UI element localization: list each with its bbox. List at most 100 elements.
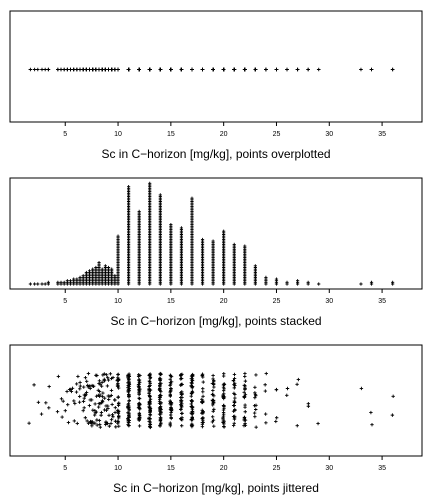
data-point <box>78 380 82 385</box>
data-point <box>99 384 104 388</box>
data-point <box>221 410 226 415</box>
data-point <box>211 392 215 397</box>
x-axis: 5 10 15 20 25 30 35 <box>63 289 386 305</box>
data-point <box>32 383 36 387</box>
data-point <box>136 406 141 410</box>
data-point <box>59 67 63 72</box>
data-point <box>137 392 141 396</box>
data-point <box>148 383 152 388</box>
data-point <box>180 405 184 409</box>
x-axis: 5 10 15 20 25 30 35 <box>63 456 386 472</box>
data-point <box>200 411 204 416</box>
data-point <box>75 277 79 281</box>
x-tick-label: 5 <box>63 131 67 138</box>
data-point <box>180 411 184 415</box>
data-point <box>88 384 92 388</box>
data-point <box>97 418 102 423</box>
data-point <box>169 67 173 72</box>
data-point <box>179 226 184 230</box>
data-point <box>116 234 120 238</box>
points-layer <box>28 181 395 286</box>
panel-stacked: 5 10 15 20 25 30 35 Sc in C−horizon [mg/kg], p… <box>9 177 423 328</box>
data-point <box>27 421 31 425</box>
data-point <box>157 401 162 405</box>
data-point <box>168 373 173 377</box>
data-point <box>35 67 40 72</box>
data-point <box>148 376 152 380</box>
data-point <box>68 67 73 72</box>
data-point <box>201 380 205 384</box>
data-point <box>243 393 248 397</box>
data-point <box>127 404 131 408</box>
data-point <box>243 387 247 392</box>
data-point <box>221 374 226 378</box>
data-point <box>306 404 311 408</box>
data-point <box>359 67 363 72</box>
data-point <box>127 394 131 399</box>
data-point <box>212 378 216 383</box>
data-point <box>100 394 105 399</box>
data-point <box>253 67 258 72</box>
data-point <box>147 405 152 410</box>
data-point <box>178 383 183 387</box>
data-point <box>201 418 205 422</box>
data-point <box>97 401 101 406</box>
data-point <box>109 67 114 72</box>
data-point <box>147 401 152 405</box>
data-point <box>306 67 310 72</box>
data-point <box>253 396 257 400</box>
data-point <box>179 399 184 403</box>
data-point <box>189 391 194 395</box>
data-point <box>221 414 226 418</box>
data-point <box>137 382 141 386</box>
data-point <box>285 280 289 284</box>
data-point <box>137 397 142 401</box>
data-point <box>232 372 237 377</box>
data-point <box>111 415 115 419</box>
data-point <box>107 413 111 418</box>
data-point <box>117 401 121 405</box>
data-point <box>90 424 94 428</box>
data-point <box>97 67 101 72</box>
data-point <box>72 419 76 423</box>
data-point <box>274 419 278 424</box>
x-tick-label: 15 <box>167 131 175 138</box>
data-point <box>148 410 152 415</box>
data-point <box>105 384 110 388</box>
data-point <box>127 399 131 403</box>
data-point <box>137 209 141 213</box>
data-point <box>210 420 215 424</box>
data-point <box>126 378 131 382</box>
points-layer <box>28 67 395 72</box>
data-point <box>100 267 104 271</box>
data-point <box>40 282 44 286</box>
data-point <box>95 418 99 422</box>
data-point <box>200 237 205 242</box>
data-point <box>317 282 321 286</box>
data-point <box>253 385 257 390</box>
data-point <box>390 67 395 72</box>
data-point <box>97 381 101 386</box>
data-point <box>109 421 113 426</box>
data-point <box>169 380 174 384</box>
data-point <box>70 386 75 390</box>
data-point <box>107 424 112 428</box>
data-point <box>190 389 195 394</box>
data-point <box>391 280 395 284</box>
data-point <box>191 373 195 378</box>
data-point <box>74 382 79 386</box>
data-point <box>159 381 163 386</box>
data-point <box>232 417 237 421</box>
data-point <box>222 387 226 391</box>
data-point <box>148 388 152 392</box>
data-point <box>56 67 60 72</box>
data-point <box>233 407 237 412</box>
data-point <box>96 388 100 393</box>
data-point <box>78 384 83 388</box>
data-point <box>179 382 183 387</box>
x-tick-label: 30 <box>325 131 333 138</box>
data-point <box>106 378 111 382</box>
data-point <box>60 415 64 419</box>
data-point <box>81 399 86 404</box>
data-point <box>221 417 225 421</box>
